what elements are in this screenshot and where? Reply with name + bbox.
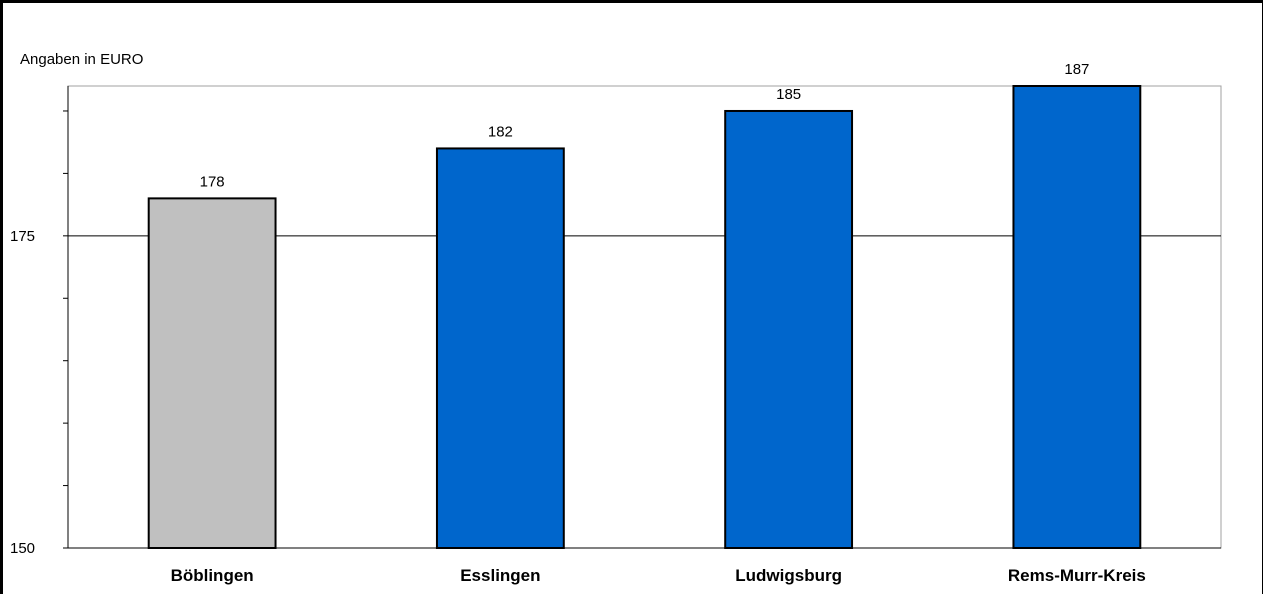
value-label: 182 [488, 123, 513, 140]
bars-layer [147, 85, 1142, 550]
bar-ludwigsburg [724, 109, 854, 550]
y-tick-label: 175 [10, 228, 35, 245]
y-tick-label: 150 [10, 540, 35, 557]
value-label: 185 [776, 86, 801, 103]
category-label: Böblingen [171, 566, 254, 585]
ticks-layer [63, 110, 68, 549]
bar-rems-murr-kreis [1012, 85, 1142, 549]
bar-esslingen [435, 147, 565, 549]
bar-böblingen [147, 197, 277, 549]
category-label: Ludwigsburg [735, 566, 842, 585]
value-label: 178 [200, 173, 225, 190]
unit-label: Angaben in EURO [20, 51, 144, 68]
value-label: 187 [1064, 61, 1089, 78]
labels-layer: 150 175 178 Böblingen 182 Esslingen 185 Ludwigs… [10, 61, 1146, 585]
category-label: Rems-Murr-Kreis [1008, 566, 1146, 585]
category-label: Esslingen [460, 566, 540, 585]
